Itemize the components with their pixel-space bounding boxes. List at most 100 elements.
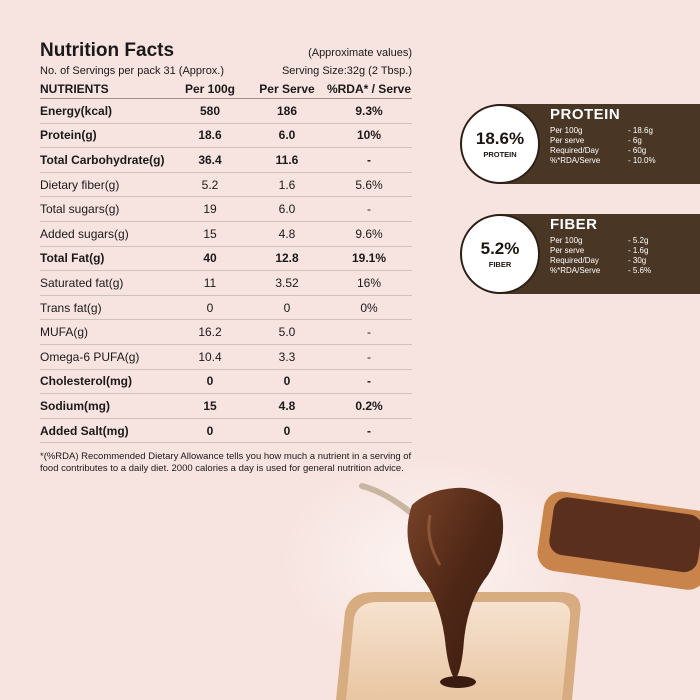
per-serve-value: 11.6 (248, 147, 326, 173)
table-row: Total sugars(g) 19 6.0 - (40, 196, 412, 222)
detail-label: Per 100g (550, 126, 583, 135)
per-100g-value: 10.4 (172, 344, 248, 370)
detail-value: - 1.6g (628, 246, 649, 255)
nutrient-name: Total Fat(g) (40, 246, 172, 272)
detail-label: Required/Day (550, 256, 599, 265)
per-100g-value: 40 (172, 246, 248, 272)
per-serve-value: 3.52 (248, 270, 326, 296)
per-serve-value: 6.0 (248, 196, 326, 222)
detail-value: - 30g (628, 256, 647, 265)
table-row: Trans fat(g) 0 0 0% (40, 295, 412, 321)
serving-size: Serving Size:32g (2 Tbsp.) (281, 65, 412, 77)
table-row: Omega-6 PUFA(g) 10.4 3.3 - (40, 344, 412, 370)
table-row: MUFA(g) 16.2 5.0 - (40, 319, 412, 345)
nutrient-name: Dietary fiber(g) (40, 172, 172, 198)
header-per-100g: Per 100g (172, 79, 248, 99)
detail-value: - 6g (628, 136, 642, 145)
nutrient-name: Added sugars(g) (40, 221, 172, 247)
per-serve-value: 12.8 (248, 246, 326, 272)
header-rda: %RDA* / Serve (326, 79, 412, 99)
fiber-circle: 5.2% FIBER (460, 214, 540, 294)
nutrient-name: MUFA(g) (40, 319, 172, 345)
per-100g-value: 15 (172, 221, 248, 247)
detail-label: Required/Day (550, 146, 599, 155)
rda-value: - (326, 369, 412, 395)
fiber-details: Per 100g - 5.2g Per serve - 1.6g Required/… (550, 236, 696, 276)
table-row: Cholesterol(mg) 0 0 - (40, 369, 412, 395)
rda-value: 9.3% (326, 98, 412, 124)
per-100g-value: 0 (172, 418, 248, 444)
table-row: Saturated fat(g) 11 3.52 16% (40, 270, 412, 296)
protein-badge: 18.6% PROTEIN PROTEIN Per 100g - 18.6g Pe… (458, 104, 700, 184)
detail-value: - 5.2g (628, 236, 649, 245)
list-item: Per serve - 6g (550, 136, 696, 146)
nutrient-name: Omega-6 PUFA(g) (40, 344, 172, 370)
rda-value: - (326, 196, 412, 222)
per-100g-value: 36.4 (172, 147, 248, 173)
table-row: Added sugars(g) 15 4.8 9.6% (40, 221, 412, 247)
toast-slice-icon (537, 491, 700, 590)
rda-value: 16% (326, 270, 412, 296)
per-serve-value: 186 (248, 98, 326, 124)
nutrient-name: Trans fat(g) (40, 295, 172, 321)
rda-value: 0% (326, 295, 412, 321)
table-row: Sodium(mg) 15 4.8 0.2% (40, 393, 412, 419)
rda-value: - (326, 319, 412, 345)
per-100g-value: 11 (172, 270, 248, 296)
per-serve-value: 4.8 (248, 393, 326, 419)
detail-value: - 60g (628, 146, 647, 155)
list-item: %*RDA/Serve - 5.6% (550, 266, 696, 276)
nutrition-table: NUTRIENTS Per 100g Per Serve %RDA* / Ser… (40, 79, 412, 444)
per-100g-value: 18.6 (172, 123, 248, 149)
chocolate-spread-icon (407, 487, 504, 688)
per-serve-value: 3.3 (248, 344, 326, 370)
per-serve-value: 0 (248, 295, 326, 321)
list-item: Per serve - 1.6g (550, 246, 696, 256)
detail-label: %*RDA/Serve (550, 266, 601, 275)
detail-label: %*RDA/Serve (550, 156, 601, 165)
list-item: %*RDA/Serve - 10.0% (550, 156, 696, 166)
detail-value: - 10.0% (628, 156, 656, 165)
rda-value: 10% (326, 123, 412, 149)
fiber-heading: FIBER (550, 216, 598, 233)
approx-note: (Approximate values) (308, 47, 412, 59)
table-row: Protein(g) 18.6 6.0 10% (40, 123, 412, 149)
table-row: Dietary fiber(g) 5.2 1.6 5.6% (40, 172, 412, 198)
per-100g-value: 5.2 (172, 172, 248, 198)
nutrient-name: Protein(g) (40, 123, 172, 149)
per-serve-value: 0 (248, 369, 326, 395)
rda-value: 9.6% (326, 221, 412, 247)
rda-value: - (326, 344, 412, 370)
rda-value: 5.6% (326, 172, 412, 198)
rda-footnote: *(%RDA) Recommended Dietary Allowance te… (40, 451, 412, 474)
per-serve-value: 1.6 (248, 172, 326, 198)
spoon-handle-icon (359, 483, 413, 515)
per-serve-value: 5.0 (248, 319, 326, 345)
per-100g-value: 19 (172, 196, 248, 222)
per-serve-value: 0 (248, 418, 326, 444)
rda-value: - (326, 147, 412, 173)
detail-value: - 5.6% (628, 266, 652, 275)
header-per-serve: Per Serve (248, 79, 326, 99)
per-100g-value: 16.2 (172, 319, 248, 345)
fiber-badge: 5.2% FIBER FIBER Per 100g - 5.2g Per serv… (458, 214, 700, 294)
nutrient-name: Sodium(mg) (40, 393, 172, 419)
nutrient-name: Total Carbohydrate(g) (40, 147, 172, 173)
detail-value: - 18.6g (628, 126, 653, 135)
protein-percent: 18.6% (475, 129, 525, 148)
list-item: Per 100g - 18.6g (550, 126, 696, 136)
protein-details: Per 100g - 18.6g Per serve - 6g Required/D… (550, 126, 696, 166)
detail-label: Per serve (550, 136, 585, 145)
table-header-row: NUTRIENTS Per 100g Per Serve %RDA* / Ser… (40, 79, 412, 99)
rda-value: 0.2% (326, 393, 412, 419)
per-100g-value: 580 (172, 98, 248, 124)
protein-heading: PROTEIN (550, 106, 621, 123)
list-item: Required/Day - 30g (550, 256, 696, 266)
per-serve-value: 4.8 (248, 221, 326, 247)
fiber-circle-label: FIBER (488, 260, 512, 269)
nutrient-name: Saturated fat(g) (40, 270, 172, 296)
nutrient-name: Cholesterol(mg) (40, 369, 172, 395)
nutrient-name: Added Salt(mg) (40, 418, 172, 444)
protein-circle: 18.6% PROTEIN (460, 104, 540, 184)
